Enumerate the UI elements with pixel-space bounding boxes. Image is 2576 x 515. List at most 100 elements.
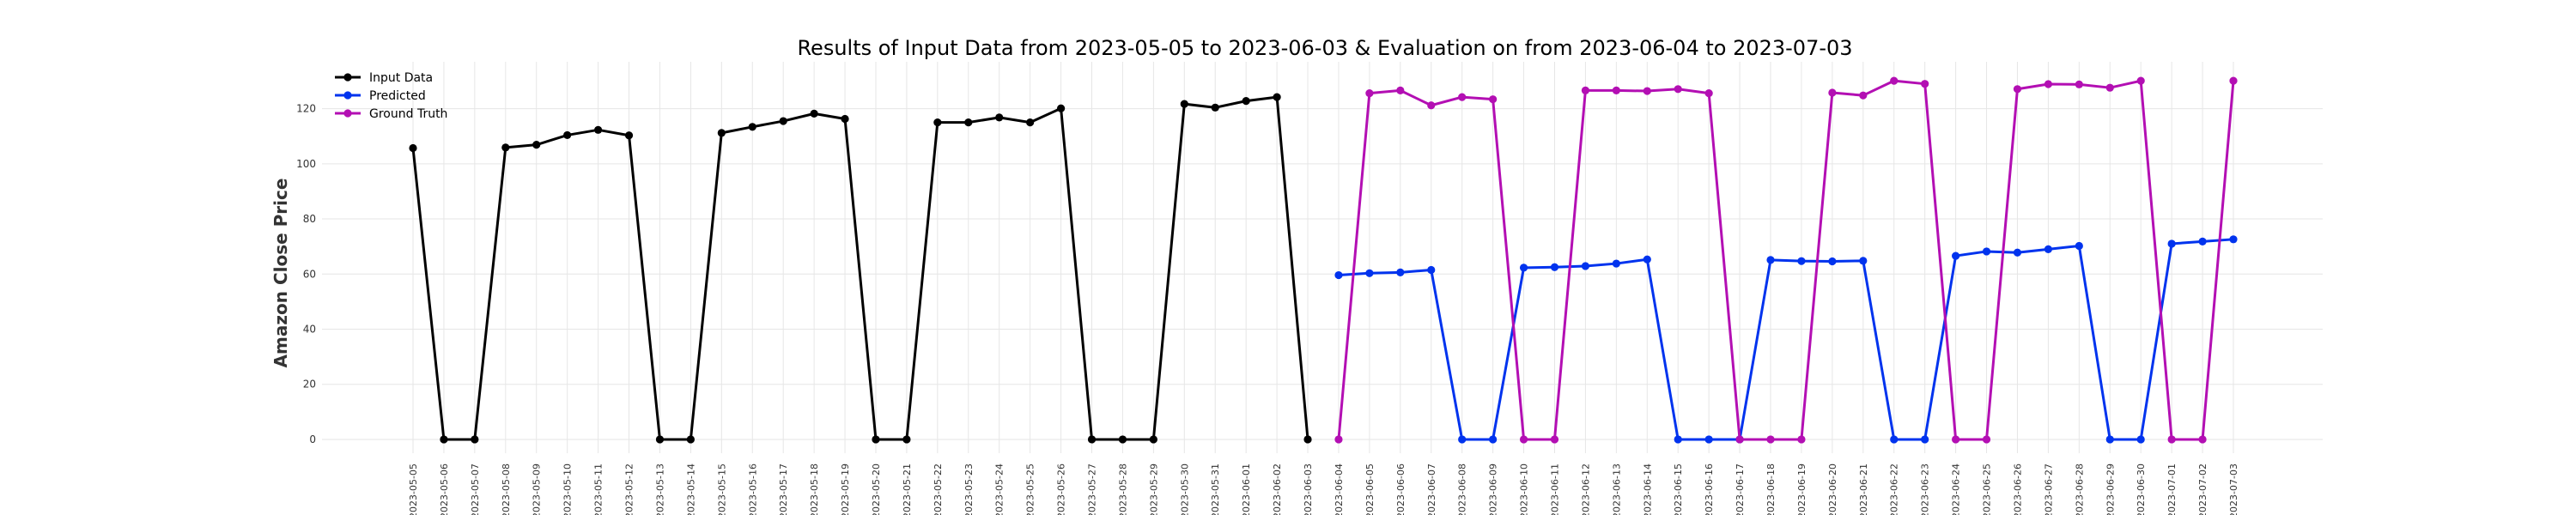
x-tick-label: 2023-05-07: [470, 464, 481, 515]
x-tick-label: 2023-06-01: [1241, 464, 1252, 515]
data-point: [1550, 435, 1559, 444]
legend-marker: [343, 73, 352, 82]
x-tick-label: 2023-05-05: [408, 464, 419, 515]
data-point: [2167, 435, 2176, 444]
data-point: [1087, 435, 1097, 444]
x-tick-label: 2023-05-27: [1087, 464, 1098, 515]
data-point: [686, 435, 695, 444]
x-tick-label: 2023-06-16: [1704, 464, 1715, 515]
legend-label: Predicted: [369, 89, 426, 103]
data-point: [1612, 86, 1620, 94]
data-point: [1396, 86, 1405, 94]
data-point: [1859, 257, 1868, 265]
x-tick-label: 2023-06-13: [1611, 464, 1622, 515]
legend-label: Ground Truth: [369, 107, 447, 121]
data-point: [1396, 268, 1405, 276]
data-point: [501, 143, 510, 152]
x-tick-label: 2023-06-25: [1982, 464, 1993, 515]
grid: [322, 62, 2323, 453]
data-point: [748, 123, 756, 131]
x-tick-label: 2023-06-17: [1735, 464, 1746, 515]
data-point: [1458, 93, 1467, 101]
series-input-data: [409, 93, 1312, 444]
data-point: [1519, 264, 1528, 272]
x-tick-label: 2023-07-03: [2228, 464, 2239, 515]
x-tick-label: 2023-06-09: [1488, 464, 1499, 515]
x-tick-label: 2023-05-20: [871, 464, 882, 515]
y-tick-label: 100: [296, 158, 316, 170]
x-tick-label: 2023-05-29: [1148, 464, 1159, 515]
data-point: [1643, 255, 1651, 264]
x-tick-label: 2023-05-06: [439, 464, 450, 515]
data-point: [2198, 435, 2207, 444]
legend-marker: [343, 109, 352, 118]
data-point: [2105, 83, 2114, 92]
data-point: [1180, 100, 1188, 108]
x-tick-label: 2023-06-24: [1951, 464, 1962, 515]
data-point: [717, 129, 726, 137]
series-ground-truth: [1334, 76, 2238, 444]
series-layer: [409, 76, 2238, 444]
x-tick-label: 2023-06-10: [1519, 464, 1530, 515]
legend-item: Ground Truth: [335, 107, 447, 121]
x-tick-label: 2023-05-12: [624, 464, 635, 515]
data-point: [655, 435, 665, 444]
x-tick-label: 2023-07-01: [2166, 464, 2178, 515]
x-tick-label: 2023-06-30: [2136, 464, 2147, 515]
data-point: [1797, 257, 1806, 265]
data-point: [2198, 237, 2207, 245]
data-point: [841, 114, 849, 124]
data-point: [1766, 256, 1775, 264]
x-tick-label: 2023-05-16: [747, 464, 758, 515]
x-tick-label: 2023-06-11: [1549, 464, 1560, 515]
data-point: [409, 143, 417, 153]
data-point: [624, 131, 634, 140]
legend-marker: [343, 91, 352, 100]
legend-item: Predicted: [335, 89, 426, 103]
data-point: [1674, 435, 1682, 444]
data-point: [532, 141, 541, 149]
data-point: [872, 435, 880, 444]
data-point: [2136, 435, 2145, 444]
y-tick-label: 20: [303, 379, 316, 391]
series-line: [1337, 79, 2235, 441]
data-point: [1921, 80, 1929, 88]
x-tick-label: 2023-06-27: [2043, 464, 2054, 515]
x-tick-label: 2023-05-21: [902, 464, 913, 515]
data-point: [1612, 259, 1620, 268]
data-point: [1458, 435, 1467, 444]
data-point: [2229, 235, 2238, 244]
x-tick-label: 2023-05-30: [1179, 464, 1190, 515]
data-point: [1952, 251, 1960, 260]
data-point: [1118, 435, 1127, 444]
data-point: [1365, 269, 1374, 277]
x-tick-label: 2023-06-02: [1272, 464, 1283, 515]
x-tick-label: 2023-05-17: [778, 464, 789, 515]
series-line: [1338, 238, 2234, 441]
legend: Input Data Predicted Ground Truth: [335, 71, 447, 121]
x-tick-label: 2023-06-15: [1673, 464, 1684, 515]
data-point: [440, 435, 448, 444]
data-point: [1303, 435, 1312, 444]
data-point: [1828, 88, 1837, 97]
x-tick-label: 2023-06-26: [2012, 464, 2023, 515]
x-tick-label: 2023-06-14: [1642, 464, 1653, 515]
data-point: [1735, 435, 1744, 444]
x-tick-label: 2023-06-28: [2074, 464, 2085, 515]
data-point: [1581, 262, 1590, 270]
data-point: [902, 435, 911, 444]
x-tick-label: 2023-06-03: [1303, 464, 1314, 515]
data-point: [1211, 103, 1219, 112]
x-tick-label: 2023-06-06: [1395, 464, 1406, 515]
data-point: [1149, 435, 1157, 444]
data-point: [2044, 245, 2053, 253]
data-point: [1365, 89, 1374, 98]
data-point: [2075, 241, 2083, 251]
x-tick-label: 2023-07-02: [2197, 464, 2208, 515]
data-point: [1273, 93, 1281, 101]
x-tick-label: 2023-05-18: [809, 464, 820, 515]
data-point: [1056, 104, 1066, 112]
data-point: [1519, 435, 1528, 444]
